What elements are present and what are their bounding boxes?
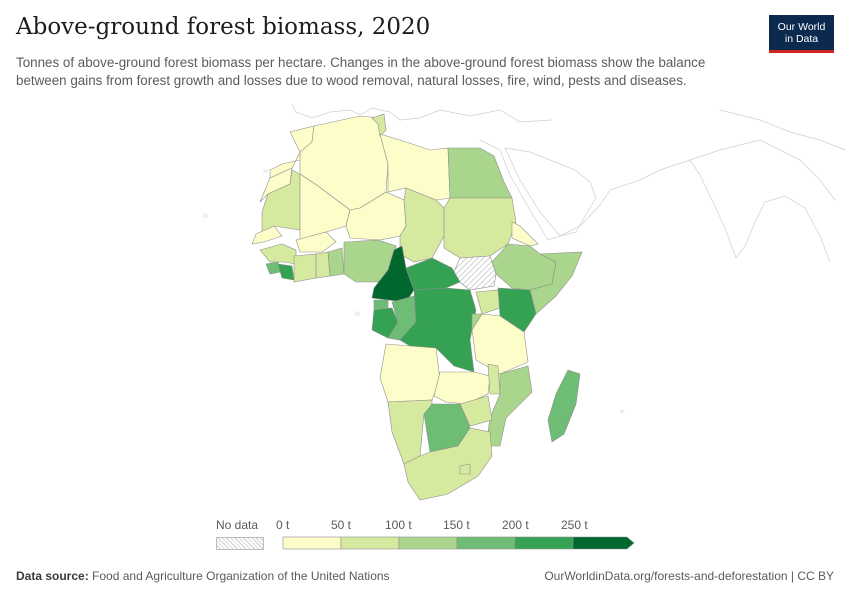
country-tunisia[interactable] [371,113,387,137]
middle-east-outline [479,139,836,241]
legend-tick-150: 150 t [443,518,470,532]
country-angola[interactable] [379,343,441,403]
legend-no-data-label: No data [216,518,259,532]
arabia-outline [504,147,597,237]
country-south-africa[interactable] [403,427,493,501]
country-ghana[interactable] [315,251,331,279]
footer-link[interactable]: OurWorldinData.org/forests-and-deforesta… [544,569,834,583]
country-lesotho[interactable] [459,463,471,475]
europe-outline [291,104,553,123]
legend-tick-0: 0 t [276,518,290,532]
country-south-sudan[interactable] [451,255,497,291]
country-burkina-faso[interactable] [295,231,337,253]
canary-island [263,169,268,173]
country-togo-benin[interactable] [327,247,345,277]
country-uganda[interactable] [475,289,501,315]
legend-tick-250: 250 t [561,518,588,532]
legend-bin-0-50[interactable] [282,536,342,550]
east-asia-outline [719,109,846,151]
legend-color-bar [282,536,635,550]
legend-bin-250-plus[interactable] [572,536,635,550]
country-zimbabwe[interactable] [459,395,493,427]
data-source-label: Data source: [16,569,89,583]
country-dr-congo[interactable] [399,287,477,373]
country-malawi[interactable] [487,363,501,395]
legend-tick-50: 50 t [331,518,352,532]
country-senegal[interactable] [251,225,283,245]
india-outline [689,159,831,263]
country-ethiopia[interactable] [491,243,557,291]
madagascar-isle-outline [619,409,625,414]
chart-title: Above-ground forest biomass, 2020 [16,14,431,40]
owid-logo[interactable]: Our World in Data [769,15,834,53]
legend-bin-150-200[interactable] [456,536,516,550]
legend-bin-200-250[interactable] [514,536,574,550]
data-source-text: Food and Agriculture Organization of the… [92,569,390,583]
africa-map[interactable] [0,104,850,514]
legend-tick-100: 100 t [385,518,412,532]
country-central-african-republic[interactable] [405,257,461,293]
country-guinea[interactable] [259,243,297,265]
legend-bin-100-150[interactable] [398,536,458,550]
legend-tick-200: 200 t [502,518,529,532]
data-source: Data source: Food and Agriculture Organi… [16,569,390,583]
country-sudan[interactable] [443,197,517,259]
country-mozambique[interactable] [485,365,533,447]
country-madagascar[interactable] [547,369,581,443]
legend-bin-50-100[interactable] [340,536,400,550]
country-liberia[interactable] [277,263,295,281]
country-tanzania[interactable] [471,313,529,375]
country-cote-divoire[interactable] [293,253,317,283]
chart-subtitle: Tonnes of above-ground forest biomass pe… [16,55,706,88]
country-eritrea[interactable] [511,221,539,247]
legend-no-data-swatch[interactable] [216,537,264,550]
cape-verde-island [203,213,208,218]
logo-line-1: Our World [777,21,826,33]
sao-tome-island [355,311,360,316]
country-namibia[interactable] [387,399,433,465]
logo-line-2: in Data [784,33,819,45]
country-libya[interactable] [379,133,451,201]
